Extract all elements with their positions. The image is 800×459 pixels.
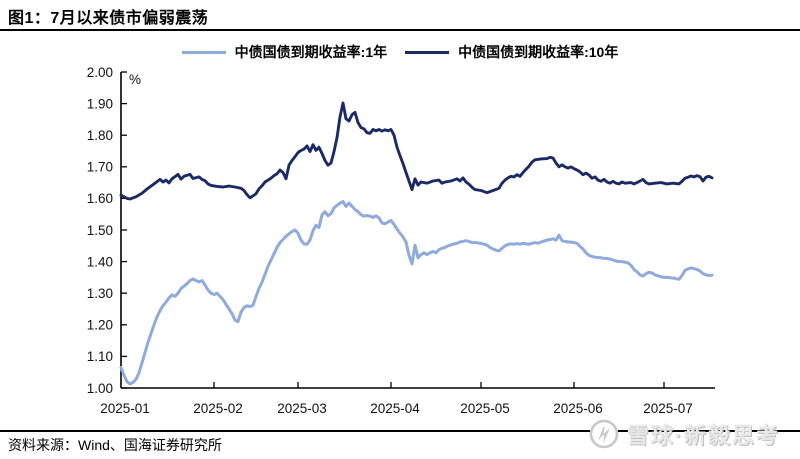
- watermark: 雪球·新毅思考: [588, 418, 780, 450]
- legend-item-10y: 中债国债到期收益率:10年: [405, 42, 618, 62]
- legend-line-sample-10y-icon: [405, 50, 450, 54]
- legend-item-1y: 中债国债到期收益率:1年: [181, 42, 388, 62]
- y-axis-unit-label: %: [129, 72, 141, 87]
- x-axis-tick-label: 2025-03: [277, 401, 327, 416]
- y-axis-tick-label: 1.40: [87, 254, 113, 269]
- x-axis-tick-label: 2025-05: [460, 401, 510, 416]
- x-axis-tick-label: 2025-04: [370, 401, 420, 416]
- series-line-1y: [119, 200, 714, 386]
- watermark-text: 雪球·新毅思考: [626, 423, 780, 448]
- x-axis-tick-label: 2025-06: [553, 401, 603, 416]
- x-axis-tick-label: 2025-02: [193, 401, 243, 416]
- y-axis-tick-label: 2.00: [87, 65, 113, 80]
- legend-label-1y: 中债国债到期收益率:1年: [234, 44, 388, 60]
- xueqiu-snowball-logo-icon: [589, 419, 618, 449]
- x-axis-tick-label: 2025-07: [643, 401, 693, 416]
- x-axis-tick-label: 2025-01: [100, 401, 150, 416]
- y-axis-tick-label: 1.70: [87, 160, 113, 175]
- y-axis-tick-label: 1.50: [87, 223, 113, 238]
- footer-divider: [0, 430, 800, 432]
- y-axis-tick-label: 1.60: [87, 191, 113, 206]
- y-axis-tick-label: 1.00: [87, 381, 113, 396]
- data-source-note: 资料来源：Wind、国海证券研究所: [8, 437, 222, 453]
- title-divider: [0, 29, 800, 31]
- chart-legend: 中债国债到期收益率:1年 中债国债到期收益率:10年: [0, 42, 800, 62]
- y-axis-tick-label: 1.10: [87, 349, 113, 364]
- legend-label-10y: 中债国债到期收益率:10年: [458, 44, 619, 60]
- y-axis-tick-label: 1.90: [87, 96, 113, 111]
- y-axis-tick-label: 1.20: [87, 318, 113, 333]
- legend-line-sample-1y-icon: [181, 50, 226, 54]
- y-axis-tick-label: 1.80: [87, 128, 113, 143]
- y-axis-tick-label: 1.30: [87, 286, 113, 301]
- series-line-10y: [119, 101, 714, 201]
- chart-title: 图1：7月以来债市偏弱震荡: [8, 10, 209, 27]
